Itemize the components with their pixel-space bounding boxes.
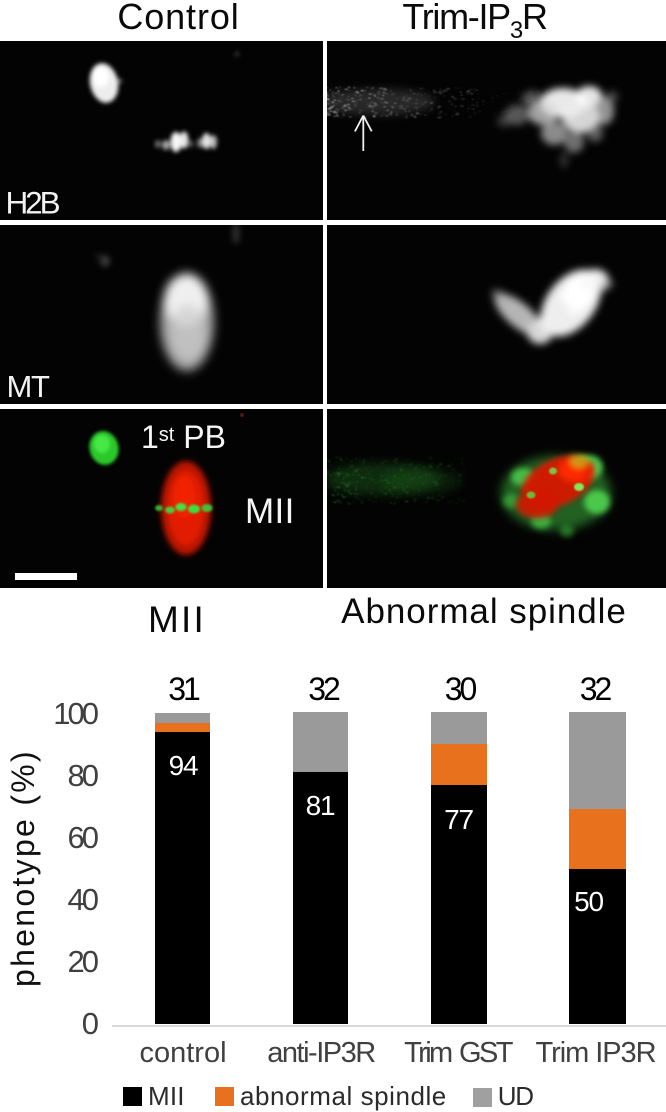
svg-text:MT: MT bbox=[7, 369, 51, 404]
svg-text:H2B: H2B bbox=[6, 185, 60, 221]
svg-text:MII: MII bbox=[245, 492, 295, 531]
svg-text:1st PB: 1st PB bbox=[141, 419, 226, 455]
